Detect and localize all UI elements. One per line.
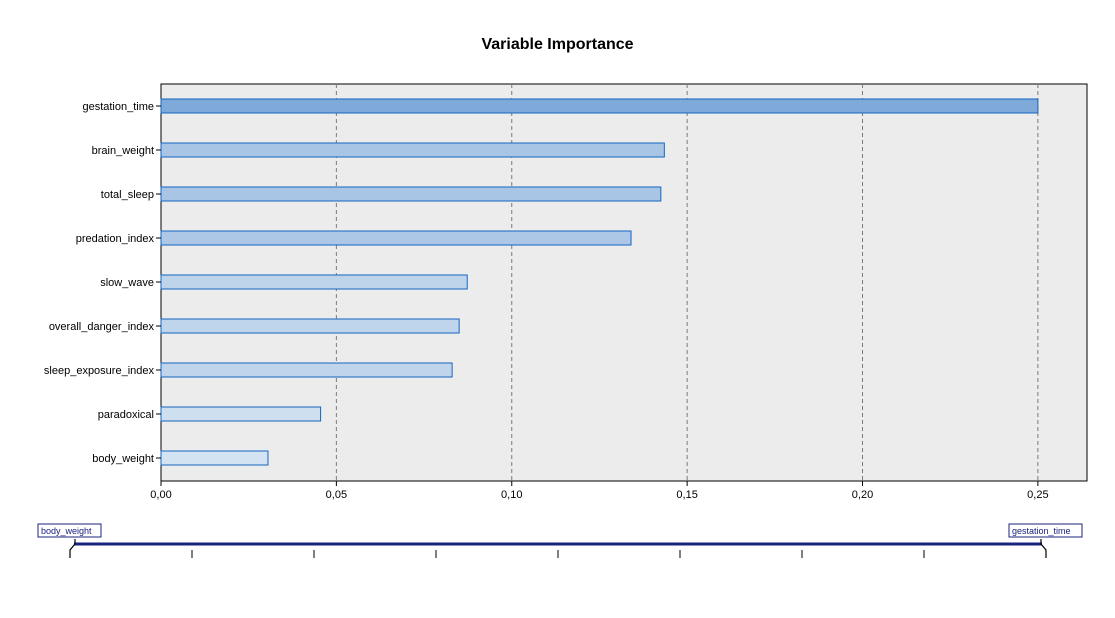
y-tick-label: slow_wave xyxy=(100,277,154,289)
slider-min-label-box xyxy=(37,523,102,538)
bar-slow_wave xyxy=(160,274,468,290)
y-tick-label: brain_weight xyxy=(92,145,154,157)
y-tick-label: predation_index xyxy=(76,233,155,245)
y-tick-label: sleep_exposure_index xyxy=(44,365,155,377)
range-slider[interactable]: body_weight gestation_time xyxy=(37,523,1083,558)
bar-total_sleep xyxy=(160,186,662,202)
bars xyxy=(160,98,1039,466)
x-tick-label: 0,25 xyxy=(1027,489,1048,501)
bar-body_weight xyxy=(160,450,269,466)
y-tick-label: body_weight xyxy=(92,453,154,465)
slider-min-label: body_weight xyxy=(41,526,92,536)
bar-predation_index xyxy=(160,230,632,246)
chart-title: Variable Importance xyxy=(481,36,634,53)
x-tick-label: 0,05 xyxy=(326,489,347,501)
y-tick-label: gestation_time xyxy=(82,101,154,113)
bar-gestation_time xyxy=(160,98,1039,114)
axes: gestation_time brain_weight total_sleeppre… xyxy=(44,101,1049,501)
x-tick-label: 0,00 xyxy=(150,489,171,501)
bar-overall_danger_index xyxy=(160,318,460,334)
x-tick-label: 0,15 xyxy=(676,489,697,501)
slider-min-handle[interactable] xyxy=(69,539,76,558)
bar-sleep_exposure_index xyxy=(160,362,453,378)
x-tick-label: 0,20 xyxy=(852,489,873,501)
slider-max-handle[interactable] xyxy=(1040,539,1047,558)
y-tick-label: paradoxical xyxy=(98,409,154,421)
y-tick-label: overall_danger_index xyxy=(49,321,155,333)
slider-max-label-box xyxy=(1008,523,1083,538)
x-tick-label: 0,10 xyxy=(501,489,522,501)
slider-max-label: gestation_time xyxy=(1012,526,1071,536)
bar-paradoxical xyxy=(160,406,322,422)
y-tick-label: total_sleep xyxy=(101,189,154,201)
bar-brain_weight xyxy=(160,142,665,158)
